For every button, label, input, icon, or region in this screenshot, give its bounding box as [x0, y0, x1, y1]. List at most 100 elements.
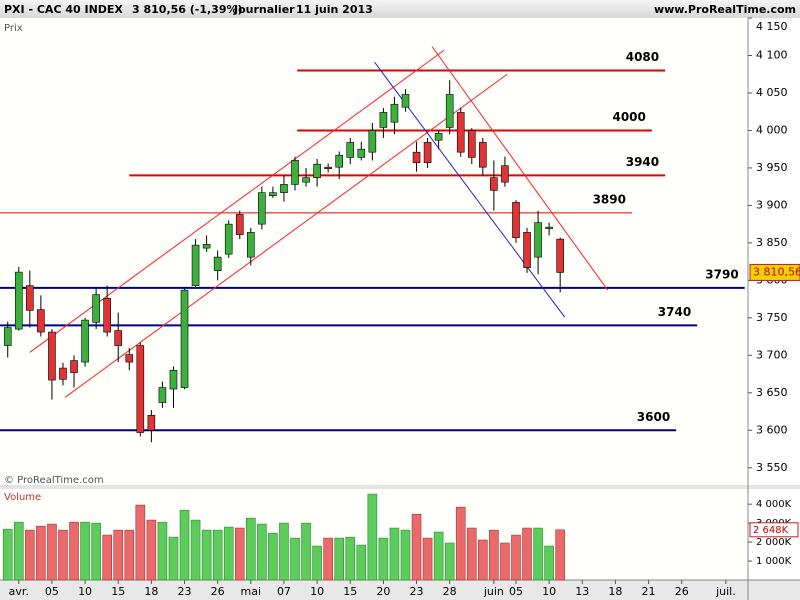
x-tick-label: avr. [9, 585, 29, 598]
volume-bar [69, 521, 79, 581]
volume-bar [478, 539, 488, 581]
volume-tick-label: 4 000K [756, 499, 792, 510]
volume-bar [223, 526, 234, 581]
candle-body [26, 285, 34, 311]
candle-body [224, 223, 233, 255]
candle-body [14, 271, 23, 330]
volume-bar [113, 529, 124, 581]
volume-bar [356, 544, 367, 581]
volume-bar [290, 537, 300, 581]
level-label: 4000 [612, 110, 645, 124]
y-tick-label: 3 850 [756, 236, 788, 249]
candle-body [269, 192, 277, 196]
volume-bar [301, 522, 311, 581]
x-tick-label: 15 [343, 585, 357, 598]
volume-bar [400, 529, 411, 581]
site[interactable]: www.ProRealTime.com [654, 3, 796, 16]
volume-bar [544, 545, 554, 581]
volume-tick-label: 2 000K [756, 537, 792, 548]
volume-bar [378, 537, 389, 581]
candle-body [136, 345, 145, 433]
volume-bar [157, 521, 168, 581]
candle-body [534, 222, 542, 258]
volume-bar [489, 529, 499, 581]
y-tick-label: 3 650 [756, 386, 788, 399]
last-price-box [749, 263, 800, 281]
candle-body [512, 202, 520, 238]
panel-separator [0, 485, 800, 489]
y-tick-label: 4 100 [756, 48, 788, 61]
volume-bar [268, 532, 278, 581]
volume-bar [511, 534, 521, 581]
candle-body [70, 360, 78, 373]
candle-body [490, 177, 498, 191]
symbol: PXI - CAC 40 INDEX [4, 3, 123, 16]
y-tick-label: 4 050 [756, 86, 788, 99]
candle-body [247, 232, 255, 258]
candle-body [114, 330, 123, 346]
level-label: 4080 [626, 50, 659, 64]
volume-bar [422, 537, 433, 581]
candle-body [169, 370, 178, 390]
x-tick-label: 26 [675, 585, 689, 598]
quote: 3 810,56 (-1,39%) [132, 3, 243, 16]
candle-body [291, 160, 299, 185]
candle-body [501, 165, 509, 183]
copyright: © ProRealTime.com [4, 475, 104, 486]
volume-bar [455, 506, 466, 581]
y-tick-label: 3 900 [756, 198, 788, 211]
volume-bar [246, 517, 256, 581]
candle-body [158, 387, 167, 403]
volume-bar [522, 527, 532, 581]
candle-body [368, 130, 377, 153]
x-tick-label: 18 [608, 585, 622, 598]
volume-bar [124, 529, 135, 581]
x-tick-label: 07 [277, 585, 291, 598]
candle-body [423, 142, 432, 163]
candle-body [324, 166, 332, 169]
y-tick-label: 3 700 [756, 348, 788, 361]
volume-bar [13, 521, 24, 581]
x-tick-label: 05 [509, 585, 523, 598]
volume-bar [279, 522, 289, 581]
price-panel [0, 18, 748, 485]
candle-body [467, 130, 476, 158]
date: 11 juin 2013 [296, 3, 373, 16]
candle-body [3, 327, 12, 346]
volume-bar [466, 527, 477, 581]
candle-body [545, 226, 553, 229]
trend-line [431, 46, 609, 291]
candle-body [81, 319, 89, 363]
volume-bar [91, 522, 101, 581]
volume-bar [345, 536, 356, 581]
candle-body [523, 232, 531, 268]
y-tick-label: 3 600 [756, 423, 788, 436]
candle-body [92, 294, 100, 323]
y-tick-label: 3 750 [756, 311, 788, 324]
candle-body [191, 244, 200, 286]
volume-bar [168, 536, 179, 581]
x-tick-label: 21 [642, 585, 656, 598]
candle-body [379, 112, 388, 128]
volume-bar [234, 527, 245, 581]
level-label: 3940 [626, 155, 659, 169]
candle-body [202, 244, 211, 249]
volume-bar [312, 545, 322, 581]
period: Journalier [233, 3, 295, 16]
x-tick-label: 15 [111, 585, 125, 598]
x-tick-label: 28 [443, 585, 457, 598]
candle-body [59, 367, 67, 380]
y-tick-label: 3 550 [756, 461, 788, 474]
x-tick-label: juin [483, 585, 504, 598]
candle-body [147, 414, 156, 431]
volume-bar [367, 493, 378, 581]
candle-body [180, 289, 189, 388]
volume-bar [411, 513, 422, 581]
level-label: 3600 [637, 410, 670, 424]
x-tick-label: juil. [715, 585, 736, 598]
volume-bar [212, 529, 223, 581]
x-tick-label: 20 [376, 585, 390, 598]
